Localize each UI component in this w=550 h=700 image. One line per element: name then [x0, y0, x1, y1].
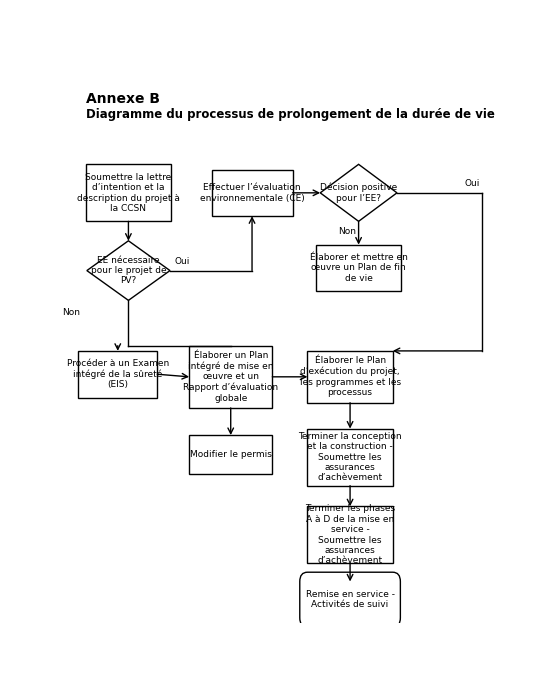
Text: EE nécessaire
pour le projet de
PV?: EE nécessaire pour le projet de PV? [91, 256, 166, 286]
Text: Élaborer le Plan
d’exécution du projet,
les programmes et les
processus: Élaborer le Plan d’exécution du projet, … [300, 356, 400, 397]
Text: Terminer la conception
et la construction -
Soumettre les
assurances
d’achèvemen: Terminer la conception et la constructio… [298, 432, 402, 482]
Text: Procéder à un Examen
intégré de la sûreté
(EIS): Procéder à un Examen intégré de la sûret… [67, 359, 169, 389]
Text: Non: Non [338, 227, 356, 235]
Polygon shape [87, 241, 170, 300]
Text: Modifier le permis: Modifier le permis [190, 450, 272, 459]
Text: Élaborer un Plan
intégré de mise en
œuvre et un
Rapport d’évaluation
globale: Élaborer un Plan intégré de mise en œuvr… [183, 351, 278, 402]
Text: Diagramme du processus de prolongement de la durée de vie: Diagramme du processus de prolongement d… [86, 108, 494, 121]
Text: Décision positive
pour l’EE?: Décision positive pour l’EE? [320, 183, 397, 203]
Text: Oui: Oui [465, 178, 480, 188]
FancyBboxPatch shape [307, 506, 393, 564]
FancyBboxPatch shape [212, 169, 293, 216]
FancyBboxPatch shape [86, 164, 171, 221]
FancyBboxPatch shape [78, 351, 157, 398]
FancyBboxPatch shape [307, 351, 393, 402]
Text: Effectuer l’évaluation
environnementale (CE): Effectuer l’évaluation environnementale … [200, 183, 304, 202]
Text: Élaborer et mettre en
œuvre un Plan de fin
de vie: Élaborer et mettre en œuvre un Plan de f… [310, 253, 408, 283]
FancyBboxPatch shape [189, 346, 272, 408]
Text: Non: Non [63, 308, 80, 317]
FancyBboxPatch shape [307, 428, 393, 486]
FancyBboxPatch shape [189, 435, 272, 474]
Text: Remise en service -
Activités de suivi: Remise en service - Activités de suivi [306, 590, 394, 610]
FancyBboxPatch shape [300, 572, 400, 627]
Polygon shape [320, 164, 397, 221]
FancyBboxPatch shape [316, 245, 402, 291]
Text: Annexe B: Annexe B [86, 92, 160, 106]
Text: Oui: Oui [174, 258, 190, 267]
Text: Soumettre la lettre
d’intention et la
description du projet à
la CCSN: Soumettre la lettre d’intention et la de… [77, 173, 180, 213]
Text: Terminer les phases
A à D de la mise en
service -
Soumettre les
assurances
d’ach: Terminer les phases A à D de la mise en … [305, 505, 395, 566]
